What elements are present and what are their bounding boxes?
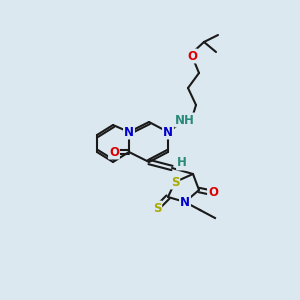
Text: NH: NH bbox=[175, 113, 195, 127]
Text: H: H bbox=[177, 157, 187, 169]
Text: O: O bbox=[208, 187, 218, 200]
Text: O: O bbox=[109, 146, 119, 158]
Text: N: N bbox=[163, 125, 173, 139]
Text: O: O bbox=[187, 50, 197, 62]
Text: S: S bbox=[153, 202, 161, 214]
Text: S: S bbox=[171, 176, 179, 188]
Text: N: N bbox=[124, 125, 134, 139]
Text: N: N bbox=[180, 196, 190, 208]
